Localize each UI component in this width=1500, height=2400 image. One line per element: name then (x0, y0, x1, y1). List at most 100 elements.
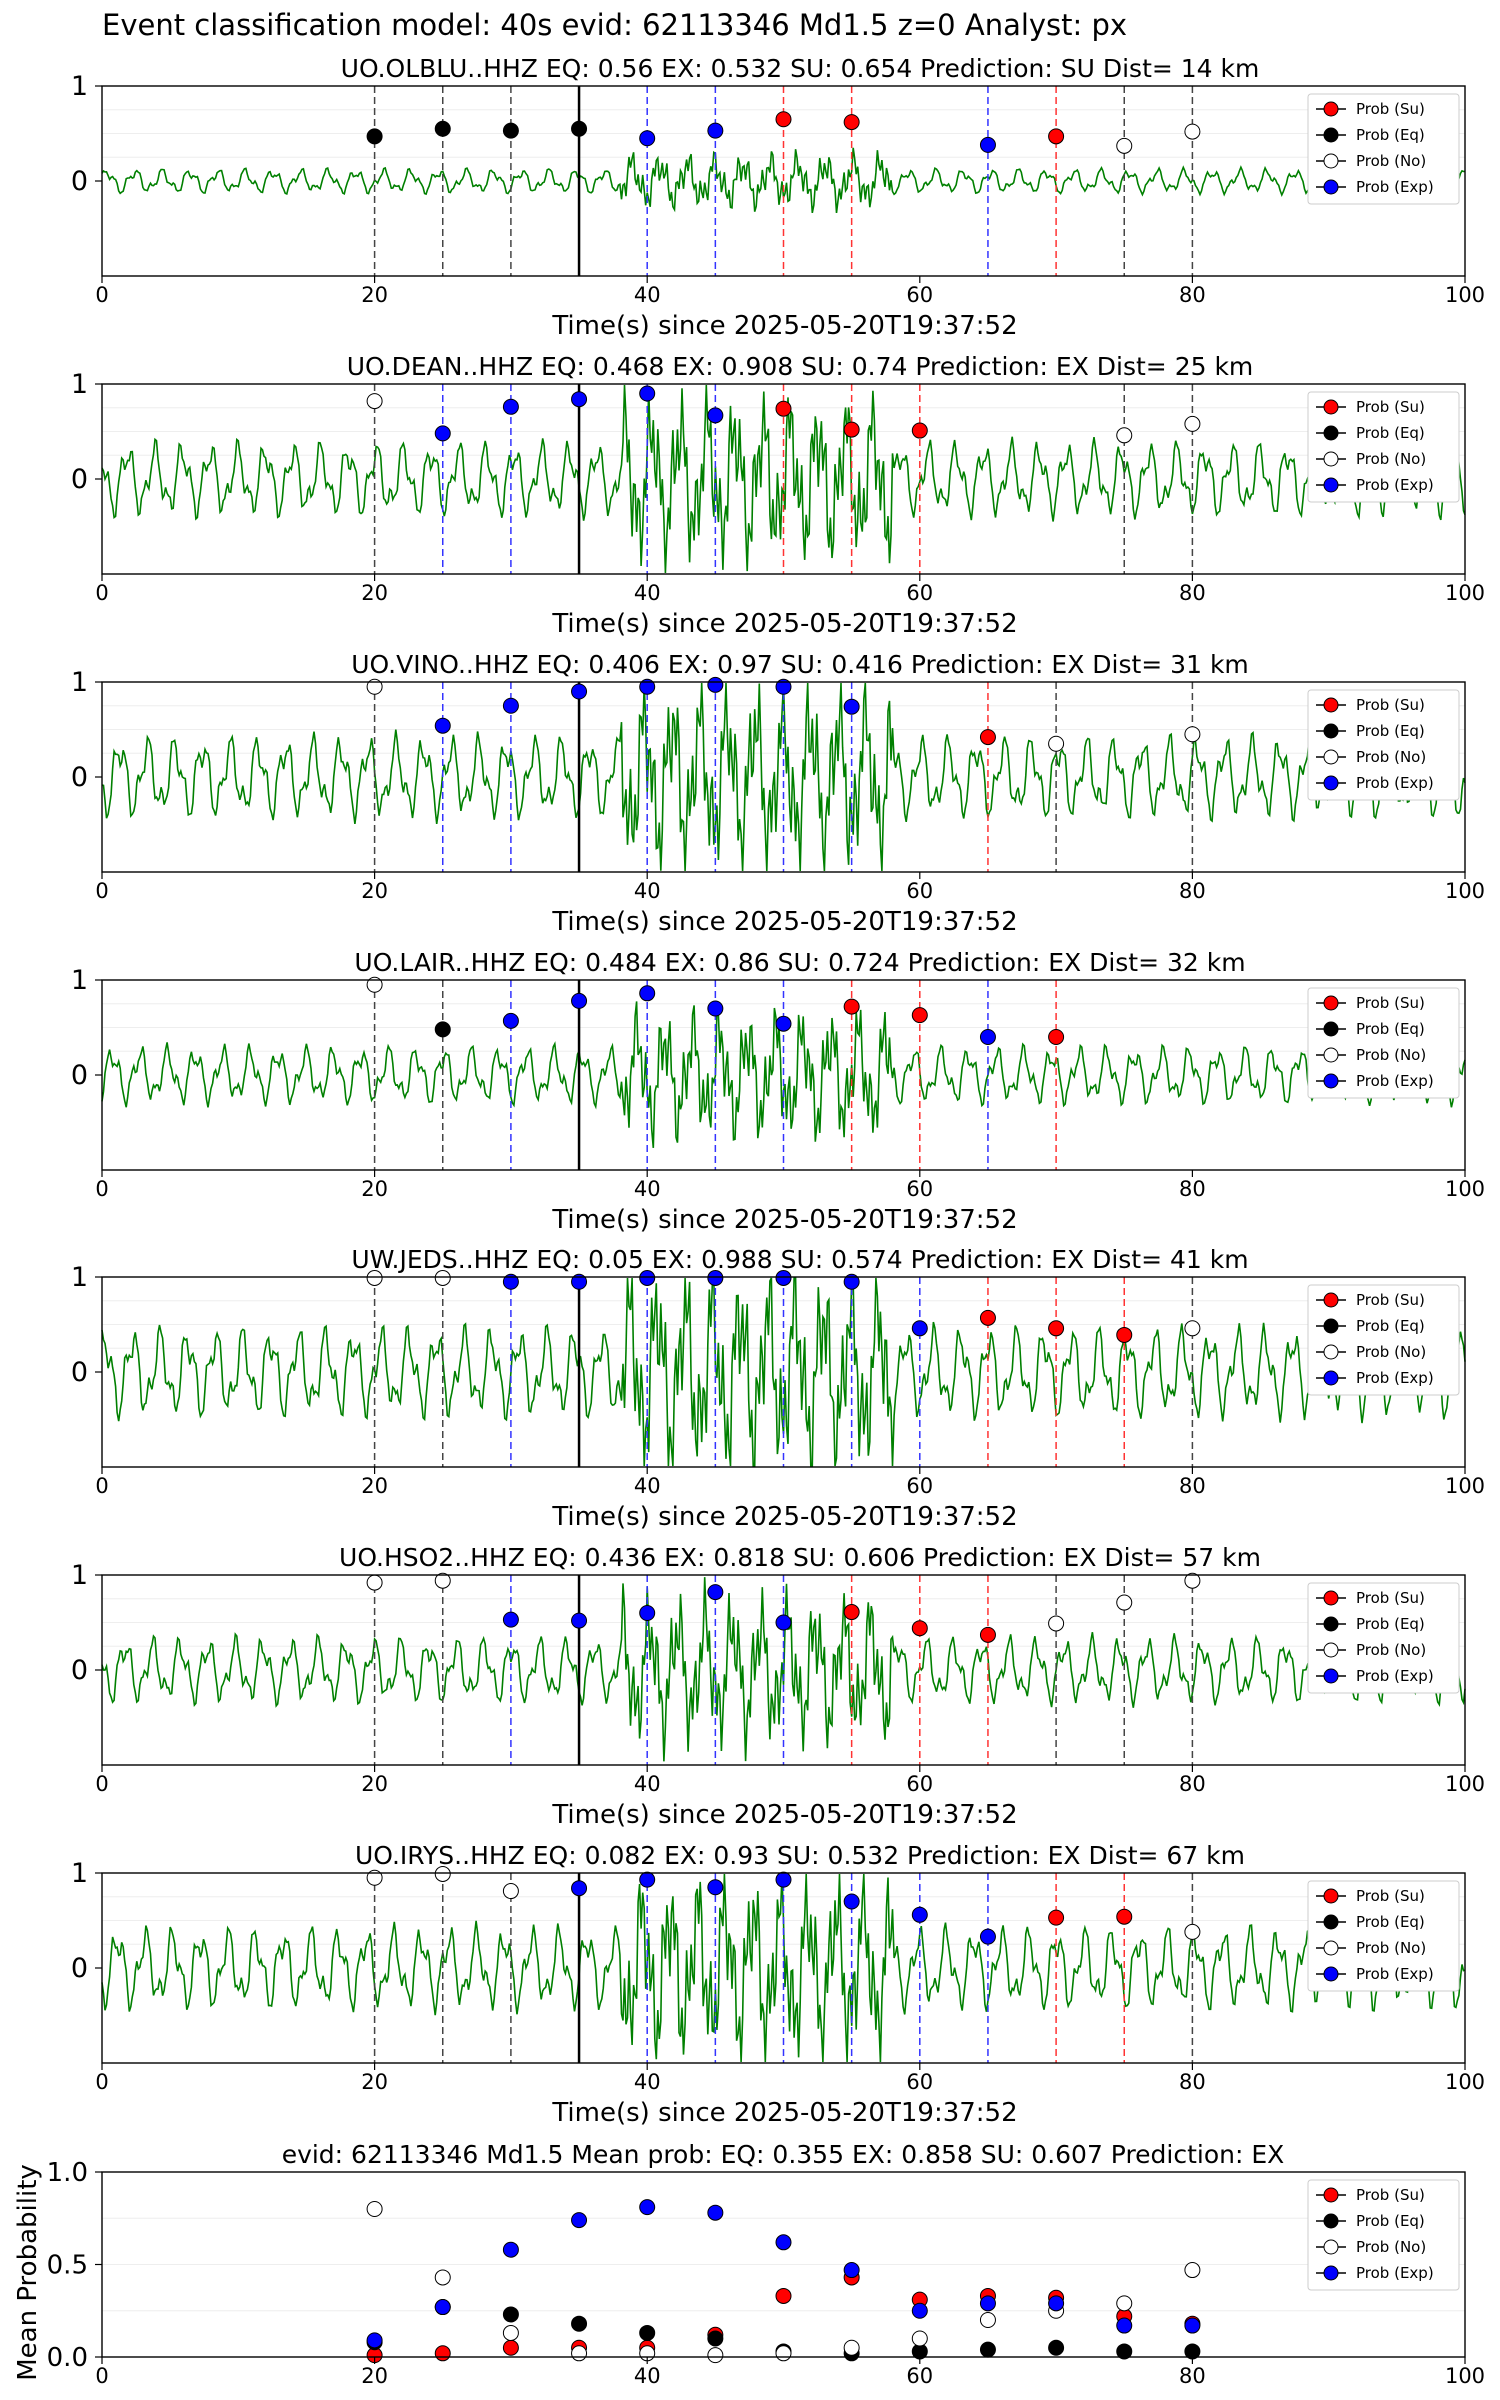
prob-point (775, 1015, 792, 1032)
x-tick-label: 80 (1179, 2070, 1206, 2094)
x-tick-label: 40 (634, 2070, 661, 2094)
x-tick-label: 20 (361, 1474, 388, 1498)
prob-point (571, 120, 588, 137)
prob-point (571, 1880, 588, 1897)
prob-point (502, 1012, 519, 1029)
prob-point (571, 391, 588, 408)
x-axis-label: Time(s) since 2025-05-20T19:37:52 (551, 907, 1017, 937)
mean-prob-point (434, 2269, 451, 2286)
legend-box (1307, 689, 1460, 801)
x-tick-label: 20 (361, 581, 388, 605)
prob-point (979, 1309, 996, 1326)
x-tick-label: 40 (634, 879, 661, 903)
legend-marker (1323, 1292, 1339, 1308)
prob-point (1116, 137, 1133, 154)
x-tick-label: 100 (1445, 2070, 1485, 2094)
mean-prob-point (502, 2324, 519, 2341)
x-tick-label: 20 (361, 2070, 388, 2094)
prob-point (843, 1893, 860, 1910)
legend-marker (1323, 1047, 1339, 1063)
x-tick-label: 60 (906, 1177, 933, 1201)
legend-label: Prob (Su) (1356, 1589, 1425, 1607)
x-tick-label: 100 (1445, 283, 1485, 307)
mean-prob-point (707, 2330, 724, 2347)
prob-point (775, 1614, 792, 1631)
x-tick-label: 0 (95, 283, 108, 307)
y-tick-label: 0 (71, 762, 88, 793)
y-tick-label: 1 (71, 1858, 88, 1889)
prob-point (1048, 735, 1065, 752)
prob-point (1048, 1029, 1065, 1045)
legend-marker (1323, 1590, 1339, 1606)
legend-marker (1323, 697, 1339, 713)
prob-point (502, 1883, 519, 1900)
mean-prob-point (979, 2341, 996, 2358)
legend-label: Prob (Exp) (1356, 1369, 1434, 1387)
prob-point (775, 111, 792, 128)
legend-label: Prob (Eq) (1356, 2212, 1425, 2230)
x-tick-label: 100 (1445, 2364, 1485, 2388)
y-tick-label: 0 (71, 464, 88, 495)
prob-point (366, 393, 383, 410)
legend-label: Prob (Su) (1356, 994, 1425, 1012)
mean-prob-point (775, 2287, 792, 2304)
mean-prob-point (502, 2339, 519, 2356)
legend-label: Prob (Eq) (1356, 1615, 1425, 1633)
mean-prob-point (1116, 2343, 1133, 2360)
y-tick-label: 1 (71, 1262, 88, 1293)
legend-marker (1323, 127, 1339, 143)
mean-prob-point (434, 2345, 451, 2362)
prob-point (639, 1269, 656, 1286)
x-tick-label: 60 (906, 2364, 933, 2388)
x-axis-label: Time(s) since 2025-05-20T19:37:52 (551, 1502, 1017, 1532)
mean-prob-point (775, 2234, 792, 2251)
legend-label: Prob (No) (1356, 2238, 1426, 2256)
legend-label: Prob (Su) (1356, 1887, 1425, 1905)
x-tick-label: 100 (1445, 1177, 1485, 1201)
x-tick-label: 0 (95, 581, 108, 605)
legend-marker (1323, 451, 1339, 467)
prob-point (434, 120, 451, 137)
legend-marker (1323, 477, 1339, 493)
x-tick-label: 100 (1445, 581, 1485, 605)
x-tick-label: 80 (1179, 283, 1206, 307)
panel-title: evid: 62113346 Md1.5 Mean prob: EQ: 0.35… (282, 2140, 1285, 2169)
prob-point (775, 400, 792, 417)
prob-point (639, 678, 656, 695)
mean-prob-point (571, 2345, 588, 2362)
legend-marker (1323, 1914, 1339, 1930)
prob-point (911, 422, 928, 439)
prob-point (707, 122, 724, 139)
x-tick-label: 0 (95, 1772, 108, 1796)
prob-point (707, 1879, 724, 1896)
legend-marker (1323, 1966, 1339, 1982)
x-tick-label: 20 (361, 1177, 388, 1201)
x-tick-label: 20 (361, 879, 388, 903)
prob-point (911, 1007, 928, 1024)
legend-label: Prob (Eq) (1356, 1317, 1425, 1335)
mean-prob-point (911, 2330, 928, 2347)
prob-point (911, 1620, 928, 1637)
legend-marker (1323, 1642, 1339, 1658)
prob-point (366, 1574, 383, 1591)
x-axis-label: Time(s) since 2025-05-20T19:37:52 (551, 311, 1017, 341)
prob-point (979, 1029, 996, 1045)
prob-point (502, 398, 519, 415)
y-tick-label: 0 (71, 1953, 88, 1984)
legend-label: Prob (No) (1356, 450, 1426, 468)
mean-prob-point (366, 2201, 383, 2217)
prob-point (639, 985, 656, 1002)
mean-prob-point (707, 2204, 724, 2221)
legend-box (1307, 1582, 1460, 1694)
y-tick-label: 0 (71, 166, 88, 197)
prob-point (571, 992, 588, 1009)
x-tick-label: 40 (634, 1177, 661, 1201)
prob-point (1184, 123, 1201, 140)
x-tick-label: 40 (634, 581, 661, 605)
prob-point (1048, 128, 1065, 145)
prob-point (911, 1320, 928, 1337)
x-tick-label: 60 (906, 581, 933, 605)
legend-box (1307, 1880, 1460, 1992)
prob-point (502, 1273, 519, 1290)
legend-marker (1323, 995, 1339, 1011)
